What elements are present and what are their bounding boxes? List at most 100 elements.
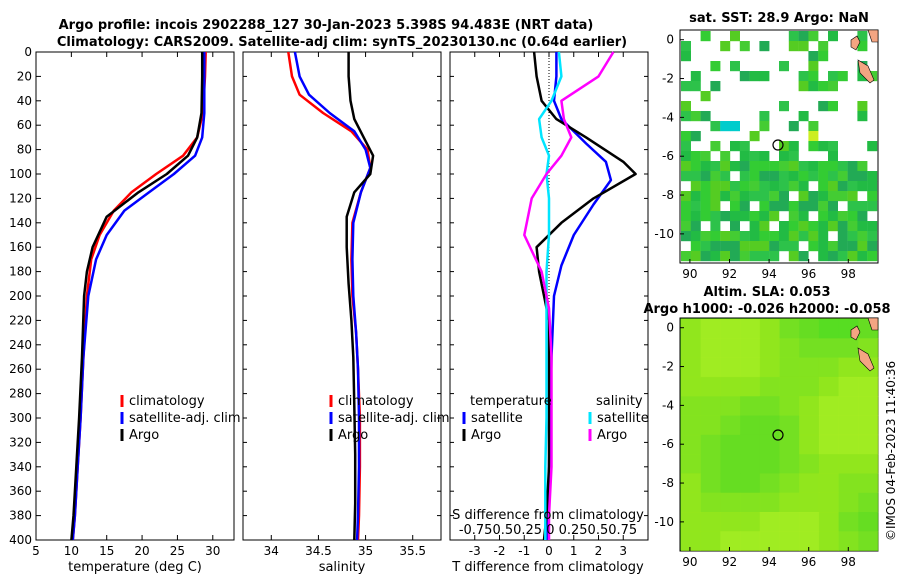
temperature-xlabel: temperature (deg C)	[68, 560, 202, 575]
sst-cell	[730, 181, 740, 192]
x-tick-label: 34	[264, 544, 279, 558]
sst-cell	[759, 201, 770, 212]
sst-cell	[769, 181, 780, 192]
sst-cell	[828, 31, 838, 42]
sst-cell	[798, 71, 809, 82]
sla-cell	[799, 512, 820, 532]
sst-cell	[769, 241, 780, 252]
sla-cell	[700, 415, 721, 436]
sst-cell	[818, 161, 829, 172]
sst-cell	[828, 191, 838, 202]
sst-cell	[818, 51, 829, 62]
sst-cell	[710, 251, 721, 262]
map-y-tick-label: -6	[662, 437, 674, 451]
sst-cell	[710, 81, 721, 92]
sla-cell	[799, 357, 820, 378]
sla-cell	[818, 531, 839, 551]
y-tick-label: 180	[9, 265, 32, 279]
map-y-tick-label: -4	[662, 398, 674, 412]
sst-cell	[857, 71, 868, 82]
sst-cell	[779, 161, 789, 172]
temperature-legend: climatology satellite-adj. clim Argo	[120, 394, 241, 443]
sla-cell	[838, 434, 859, 455]
sst-cell	[818, 101, 829, 112]
sla-cell	[818, 338, 839, 358]
sla-cell	[818, 434, 839, 455]
sst-cell	[710, 221, 721, 232]
sst-cell	[690, 221, 701, 232]
sla-cell	[799, 454, 820, 474]
y-tick-label: 260	[9, 362, 32, 376]
series-line-temperature-argo	[532, 51, 637, 541]
sst-cell	[828, 221, 838, 232]
legend-label-argo: Argo	[129, 428, 159, 443]
sst-cell	[847, 181, 858, 192]
sst-cell	[739, 191, 750, 202]
sla-cell	[681, 357, 701, 378]
sst-cell	[857, 101, 868, 112]
sst-cell	[788, 221, 799, 232]
sst-cell	[681, 201, 691, 212]
sla-cell	[720, 396, 741, 416]
sst-cell	[700, 171, 711, 182]
sst-cell	[739, 251, 750, 262]
sst-cell	[700, 211, 711, 222]
sst-cell	[769, 161, 780, 172]
sst-cell	[739, 241, 750, 252]
x-tick-label: -3	[469, 544, 481, 558]
sla-cell	[700, 454, 721, 474]
sst-cell	[788, 201, 799, 212]
sst-cell	[788, 151, 799, 162]
x-tick-label: 0	[545, 544, 553, 558]
figure-title-line1: Argo profile: incois 2902288_127 30-Jan-…	[59, 18, 594, 33]
sst-cell	[808, 231, 819, 242]
sst-cell	[798, 191, 809, 202]
sla-land-coastline	[850, 317, 879, 372]
sst-cell	[808, 171, 819, 182]
salinity-panel: 34 34.5 35 35.5 salinity climatology satell…	[242, 51, 450, 575]
sst-cell	[730, 121, 740, 132]
sst-cell	[769, 251, 780, 262]
sla-cell	[779, 473, 800, 493]
sst-cell	[710, 191, 721, 202]
sla-cell	[681, 415, 701, 436]
sst-cell	[700, 111, 711, 122]
sla-cell	[858, 473, 879, 493]
sst-map-title: sat. SST: 28.9 Argo: NaN	[689, 11, 869, 26]
sst-cell	[788, 241, 799, 252]
sla-cell	[681, 434, 701, 455]
sst-cell	[690, 131, 701, 142]
x-tick-label: -1	[518, 544, 530, 558]
sst-cell	[700, 231, 711, 242]
sst-cell	[739, 41, 750, 52]
sst-cell	[779, 141, 789, 152]
sst-cell	[847, 201, 858, 212]
sst-cell	[798, 211, 809, 222]
sst-cell	[730, 201, 740, 212]
sst-cell	[828, 101, 838, 112]
sst-cell	[788, 171, 799, 182]
s-difference-label: S difference from climatology	[452, 508, 644, 523]
sla-cell	[858, 492, 879, 513]
sst-cell	[690, 71, 701, 82]
sst-cell	[779, 171, 789, 182]
sst-cell	[700, 91, 711, 102]
sst-cell	[808, 161, 819, 172]
sst-cell	[808, 241, 819, 252]
sla-cell	[818, 376, 839, 397]
sst-cell	[681, 191, 691, 202]
x-tick-label: 2	[595, 544, 603, 558]
sst-cell	[788, 231, 799, 242]
y-tick-label: 360	[9, 484, 32, 498]
sst-cell	[828, 211, 838, 222]
sst-cell	[867, 241, 878, 252]
sla-cell	[681, 376, 701, 397]
sst-cell	[690, 161, 701, 172]
sla-cell	[720, 376, 741, 397]
sla-cell	[700, 512, 721, 532]
sla-cell	[740, 512, 761, 532]
sst-cell	[730, 141, 740, 152]
sst-cell	[828, 181, 838, 192]
sst-cell	[808, 71, 819, 82]
sla-cell	[818, 415, 839, 436]
